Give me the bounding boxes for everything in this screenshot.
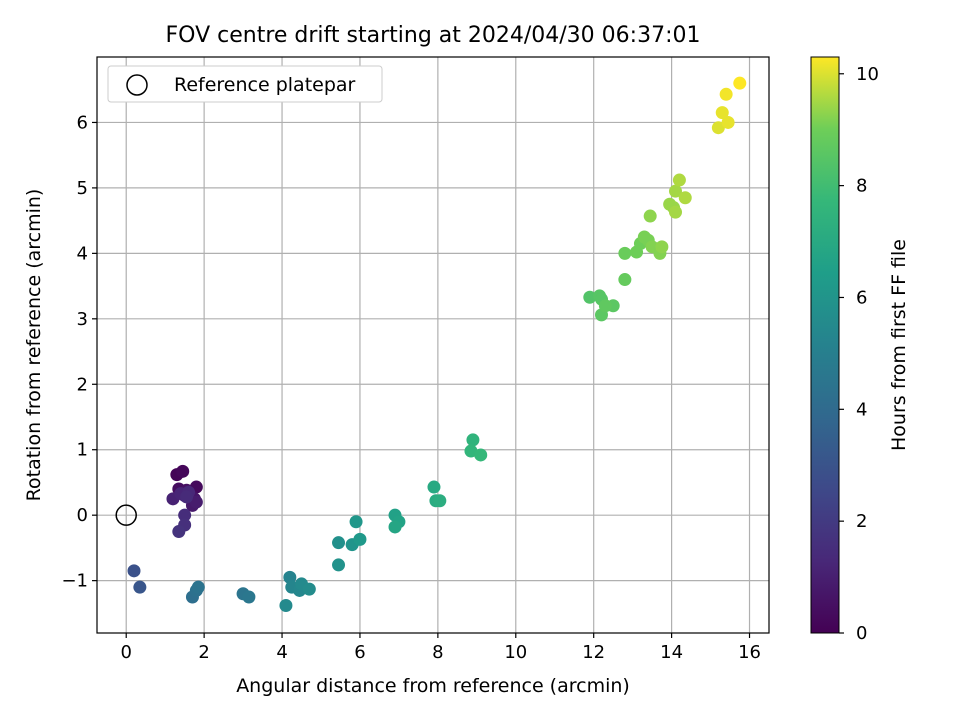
x-tick-label: 12 [582,642,605,663]
y-axis-ticks: −1 0 1 2 3 4 5 6 [61,112,97,592]
data-point [283,570,297,584]
data-point [279,599,293,613]
data-point [172,525,186,539]
x-tick-label: 4 [276,642,287,663]
reference-marker [115,504,137,526]
data-point [655,240,669,254]
colorbar-tick-label: 0 [856,623,867,644]
y-axis-label: Rotation from reference (arcmin) [23,189,45,502]
data-point [189,495,203,509]
data-point [178,508,192,522]
legend-label: Reference platepar [174,74,356,96]
data-point [711,121,725,135]
x-tick-label: 8 [432,642,443,663]
colorbar-label: Hours from first FF file [888,239,910,451]
grid-lines [97,57,769,633]
data-point [133,580,147,594]
x-axis-label: Angular distance from reference (arcmin) [236,675,630,697]
x-tick-label: 14 [660,642,683,663]
x-tick-label: 10 [504,642,527,663]
colorbar-tick-label: 6 [856,287,867,308]
y-tick-label: 4 [77,243,88,264]
data-point [643,209,657,223]
y-tick-label: 2 [77,374,88,395]
y-tick-label: 1 [77,440,88,461]
legend-box [107,65,383,103]
data-point [433,494,447,508]
colorbar-tick-label: 4 [856,399,867,420]
data-point [127,564,141,578]
data-point [715,106,729,120]
colorbar-tick-label: 10 [856,64,879,85]
x-tick-label: 2 [198,642,209,663]
data-point [733,76,747,90]
data-point [466,433,480,447]
data-point [302,582,316,596]
data-point [669,184,683,198]
data-point [191,580,205,594]
data-point [349,515,363,529]
data-point [474,448,488,462]
colorbar-tick-label: 2 [856,511,867,532]
y-tick-label: −1 [61,571,88,592]
colorbar: 0 2 4 6 8 10 Hours from first FF file [810,56,910,644]
data-point [583,290,597,304]
data-point [180,490,194,504]
data-points [127,76,747,613]
x-tick-label: 6 [354,642,365,663]
data-point [242,590,256,604]
data-point [719,87,733,101]
data-point [332,536,346,550]
plot-frame [96,56,770,634]
data-point [464,444,478,458]
data-point [598,299,612,313]
y-tick-label: 3 [77,309,88,330]
data-point [672,173,686,187]
legend: Reference platepar [107,65,383,103]
data-point [353,532,367,546]
data-point [721,115,735,129]
y-tick-label: 6 [77,112,88,133]
x-axis-ticks: 0 2 4 6 8 10 12 14 16 [120,633,761,663]
data-point [332,558,346,572]
data-point [618,273,632,287]
data-point [669,205,683,219]
data-point [427,480,441,494]
x-tick-label: 16 [738,642,761,663]
y-tick-label: 0 [77,505,88,526]
legend-marker [126,74,148,96]
y-tick-label: 5 [77,178,88,199]
data-point [618,246,632,260]
x-tick-label: 0 [120,642,131,663]
data-point [388,520,402,534]
data-point [678,191,692,205]
data-point [176,464,190,478]
colorbar-gradient [810,56,840,634]
colorbar-tick-label: 8 [856,176,867,197]
reference-point [115,504,137,526]
chart-title: FOV centre drift starting at 2024/04/30 … [166,23,701,48]
colorbar-ticks: 0 2 4 6 8 10 [839,64,879,644]
